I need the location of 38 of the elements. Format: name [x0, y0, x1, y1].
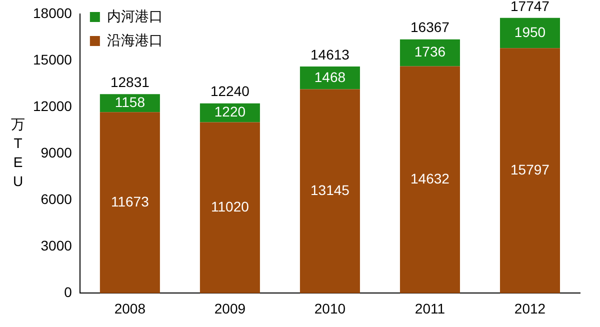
y-tick-label: 0	[64, 284, 72, 300]
total-label: 17747	[510, 0, 550, 14]
bar	[500, 18, 560, 48]
y-axis-title: 万TEU	[11, 116, 25, 189]
bar	[400, 39, 460, 66]
y-tick-label: 18000	[32, 4, 72, 21]
bar	[100, 112, 160, 294]
total-label: 12240	[210, 83, 250, 100]
data-label: 13145	[310, 182, 350, 198]
y-tick-label: 12000	[32, 98, 72, 114]
total-label: 16367	[410, 19, 450, 36]
data-label: 1158	[114, 94, 146, 110]
bar	[200, 122, 260, 294]
data-label: 1220	[214, 104, 246, 120]
y-tick-label: 6000	[40, 190, 72, 207]
bar	[300, 89, 360, 294]
bar	[300, 66, 360, 90]
y-tick-label: 9000	[40, 144, 72, 160]
data-label: 14632	[410, 170, 450, 187]
data-label: 1468	[314, 68, 346, 85]
x-tick-label: 2010	[314, 300, 346, 316]
legend-label: 内河港口	[106, 8, 163, 24]
x-tick-label: 2009	[214, 300, 246, 316]
total-label: 14613	[310, 46, 350, 62]
bar	[500, 48, 560, 294]
x-tick-label: 2011	[414, 300, 446, 316]
data-label: 1736	[414, 44, 446, 60]
data-label: 15797	[510, 162, 550, 178]
total-label: 12831	[110, 74, 150, 90]
y-tick-label: 15000	[32, 51, 72, 68]
legend-label: 沿海港口	[106, 32, 163, 48]
data-label: 11020	[211, 198, 250, 215]
x-tick-label: 2012	[514, 300, 546, 316]
x-tick-label: 2008	[114, 300, 146, 316]
y-tick-label: 3000	[40, 238, 72, 254]
data-label: 11673	[110, 194, 150, 210]
bar	[400, 66, 460, 294]
data-label: 1950	[514, 24, 546, 40]
